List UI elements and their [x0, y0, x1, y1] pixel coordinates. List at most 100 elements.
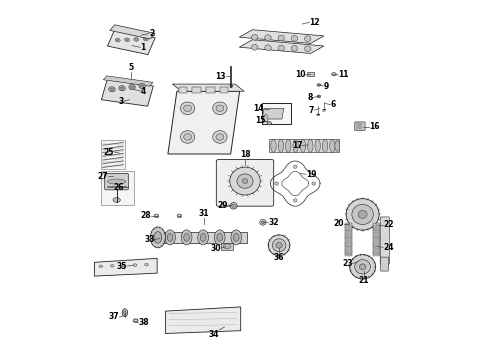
- Text: 23: 23: [342, 259, 353, 268]
- Text: 27: 27: [98, 172, 108, 181]
- Ellipse shape: [233, 233, 239, 241]
- Ellipse shape: [278, 45, 284, 51]
- Polygon shape: [95, 258, 157, 276]
- Text: 8: 8: [307, 93, 313, 102]
- Ellipse shape: [223, 244, 231, 249]
- Bar: [206, 87, 215, 93]
- Ellipse shape: [216, 105, 224, 112]
- Ellipse shape: [165, 230, 175, 245]
- Text: 15: 15: [255, 116, 265, 125]
- Bar: [373, 232, 380, 235]
- Ellipse shape: [167, 233, 173, 241]
- Bar: [345, 234, 352, 237]
- Bar: [373, 248, 380, 251]
- Bar: [373, 253, 380, 256]
- Text: 19: 19: [306, 170, 317, 179]
- Bar: [345, 236, 352, 238]
- Ellipse shape: [139, 84, 146, 89]
- Ellipse shape: [115, 38, 120, 42]
- Polygon shape: [262, 108, 284, 119]
- Polygon shape: [107, 29, 155, 55]
- Bar: [373, 236, 380, 238]
- Bar: [345, 232, 352, 235]
- Ellipse shape: [230, 203, 237, 209]
- Ellipse shape: [304, 36, 311, 41]
- Ellipse shape: [213, 131, 227, 143]
- Polygon shape: [239, 30, 324, 44]
- Ellipse shape: [117, 39, 119, 41]
- Ellipse shape: [358, 211, 367, 219]
- Text: 31: 31: [198, 210, 209, 219]
- Bar: [345, 241, 352, 244]
- Ellipse shape: [352, 204, 373, 225]
- Ellipse shape: [317, 95, 320, 98]
- Ellipse shape: [141, 85, 144, 87]
- Ellipse shape: [286, 139, 291, 152]
- Ellipse shape: [278, 35, 284, 41]
- Ellipse shape: [350, 255, 375, 279]
- Bar: [373, 223, 380, 226]
- Text: 7: 7: [309, 105, 314, 114]
- Text: 37: 37: [109, 312, 120, 321]
- Ellipse shape: [276, 242, 282, 248]
- Text: 33: 33: [144, 235, 155, 244]
- Bar: [345, 251, 352, 254]
- FancyBboxPatch shape: [105, 174, 128, 190]
- Ellipse shape: [271, 139, 276, 152]
- Bar: [373, 249, 380, 252]
- Ellipse shape: [359, 264, 366, 270]
- Ellipse shape: [154, 214, 159, 218]
- Bar: [101, 171, 134, 205]
- Ellipse shape: [126, 39, 128, 41]
- Bar: [373, 239, 380, 242]
- Ellipse shape: [300, 139, 306, 152]
- Ellipse shape: [129, 85, 135, 90]
- Ellipse shape: [265, 45, 271, 50]
- Ellipse shape: [177, 214, 182, 218]
- Text: 16: 16: [368, 122, 379, 131]
- Ellipse shape: [111, 88, 113, 90]
- Text: 36: 36: [274, 253, 284, 262]
- Polygon shape: [103, 76, 153, 86]
- Text: 24: 24: [383, 243, 393, 252]
- Ellipse shape: [293, 139, 298, 152]
- Ellipse shape: [217, 233, 222, 241]
- Text: 9: 9: [324, 82, 329, 91]
- Text: 18: 18: [240, 150, 250, 159]
- Polygon shape: [101, 80, 153, 106]
- Ellipse shape: [143, 37, 148, 41]
- Text: 12: 12: [310, 18, 320, 27]
- Ellipse shape: [355, 260, 370, 274]
- Ellipse shape: [134, 37, 139, 41]
- Text: 6: 6: [330, 100, 336, 109]
- FancyBboxPatch shape: [381, 257, 389, 271]
- Ellipse shape: [124, 38, 129, 42]
- Text: 4: 4: [141, 86, 146, 95]
- Ellipse shape: [145, 264, 148, 266]
- Bar: [373, 230, 380, 233]
- Ellipse shape: [198, 230, 209, 245]
- Text: 17: 17: [292, 141, 302, 150]
- Polygon shape: [110, 25, 155, 39]
- Bar: [373, 243, 380, 246]
- Ellipse shape: [110, 265, 114, 267]
- Bar: [220, 87, 228, 93]
- Bar: [373, 251, 380, 254]
- Bar: [345, 246, 352, 249]
- Ellipse shape: [243, 179, 247, 183]
- Ellipse shape: [108, 179, 126, 184]
- Polygon shape: [166, 307, 241, 333]
- Text: 35: 35: [117, 262, 127, 271]
- Ellipse shape: [335, 140, 340, 151]
- Ellipse shape: [308, 139, 313, 152]
- Bar: [101, 140, 125, 169]
- Bar: [373, 234, 380, 237]
- Polygon shape: [239, 40, 324, 54]
- Bar: [345, 253, 352, 256]
- Bar: [373, 246, 380, 249]
- Ellipse shape: [230, 167, 260, 195]
- Ellipse shape: [145, 38, 147, 40]
- Bar: [373, 237, 380, 240]
- Text: 11: 11: [338, 71, 349, 80]
- Text: 10: 10: [295, 71, 305, 80]
